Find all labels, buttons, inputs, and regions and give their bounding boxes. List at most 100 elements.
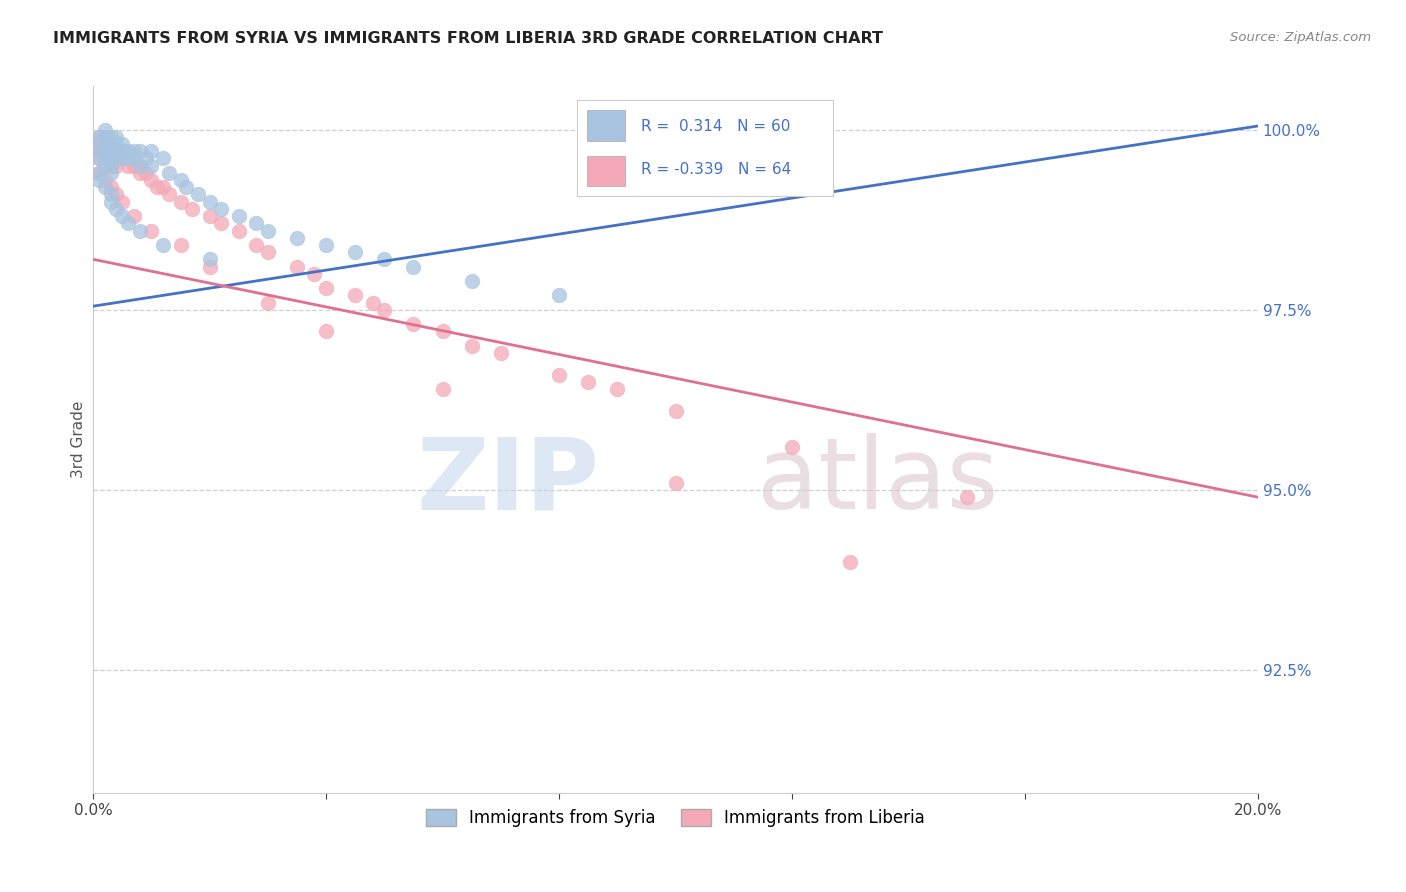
Point (94, 145, 117, 159)
Point (606, 382, 628, 396)
Point (117, 145, 139, 159)
Point (402, 260, 425, 274)
Point (135, 166, 157, 180)
Point (94, 152, 117, 166)
Point (176, 180, 198, 194)
Point (105, 152, 128, 166)
Point (402, 317, 425, 331)
Point (122, 145, 145, 159)
Point (135, 152, 157, 166)
Point (111, 136, 134, 151)
Point (122, 152, 145, 166)
Point (257, 223, 280, 237)
Point (87, 166, 110, 180)
Point (100, 180, 122, 194)
Point (315, 281, 337, 295)
Text: Source: ZipAtlas.com: Source: ZipAtlas.com (1230, 31, 1371, 45)
Point (780, 440, 803, 454)
Point (100, 159, 122, 173)
Text: IMMIGRANTS FROM SYRIA VS IMMIGRANTS FROM LIBERIA 3RD GRADE CORRELATION CHART: IMMIGRANTS FROM SYRIA VS IMMIGRANTS FROM… (53, 31, 883, 46)
Point (245, 238, 267, 252)
Point (87, 145, 110, 159)
Point (105, 187, 128, 202)
Point (304, 267, 326, 281)
Point (94, 152, 117, 166)
Point (141, 145, 163, 159)
Point (839, 555, 862, 569)
Point (105, 202, 128, 216)
Y-axis label: 3rd Grade: 3rd Grade (72, 401, 86, 478)
Point (245, 216, 267, 230)
Point (373, 302, 395, 317)
Point (344, 288, 367, 302)
Point (198, 194, 221, 209)
Point (117, 159, 139, 173)
Point (187, 187, 209, 202)
Point (361, 295, 384, 310)
Point (315, 325, 337, 339)
Point (128, 159, 150, 173)
Point (111, 194, 134, 209)
Point (94, 180, 117, 194)
Point (117, 152, 139, 166)
Point (87, 152, 110, 166)
Point (87, 129, 110, 144)
Point (141, 173, 163, 187)
Point (105, 145, 128, 159)
Point (128, 159, 150, 173)
Point (87, 173, 110, 187)
Point (94, 129, 117, 144)
Point (105, 136, 128, 151)
Point (105, 152, 128, 166)
Point (100, 194, 122, 209)
Point (128, 166, 150, 180)
Point (157, 187, 180, 202)
Point (128, 145, 150, 159)
Point (285, 230, 308, 244)
Point (228, 223, 250, 237)
Point (285, 260, 308, 274)
Point (141, 223, 163, 237)
Point (141, 159, 163, 173)
Point (94, 122, 117, 136)
Point (169, 238, 191, 252)
Point (152, 238, 174, 252)
Point (181, 202, 204, 216)
Point (209, 216, 232, 230)
Point (432, 325, 454, 339)
Point (100, 145, 122, 159)
Point (87, 145, 110, 159)
Point (87, 136, 110, 151)
Point (100, 166, 122, 180)
Point (117, 216, 139, 230)
Point (228, 209, 250, 223)
Point (122, 159, 145, 173)
Point (87, 166, 110, 180)
Point (94, 173, 117, 187)
Point (169, 194, 191, 209)
Point (664, 403, 686, 417)
Point (152, 180, 174, 194)
Point (432, 382, 454, 396)
Point (100, 152, 122, 166)
Point (198, 209, 221, 223)
Point (489, 346, 512, 360)
Point (87, 136, 110, 151)
Point (460, 274, 482, 288)
Point (198, 260, 221, 274)
Point (373, 252, 395, 267)
Point (94, 129, 117, 144)
Point (100, 136, 122, 151)
Point (548, 288, 571, 302)
Point (198, 252, 221, 267)
Legend: Immigrants from Syria, Immigrants from Liberia: Immigrants from Syria, Immigrants from L… (419, 802, 932, 834)
Point (100, 145, 122, 159)
Point (460, 339, 482, 353)
Point (111, 145, 134, 159)
Point (105, 129, 128, 144)
Point (117, 152, 139, 166)
Text: atlas: atlas (756, 434, 998, 531)
Point (169, 173, 191, 187)
Point (105, 159, 128, 173)
Point (209, 202, 232, 216)
